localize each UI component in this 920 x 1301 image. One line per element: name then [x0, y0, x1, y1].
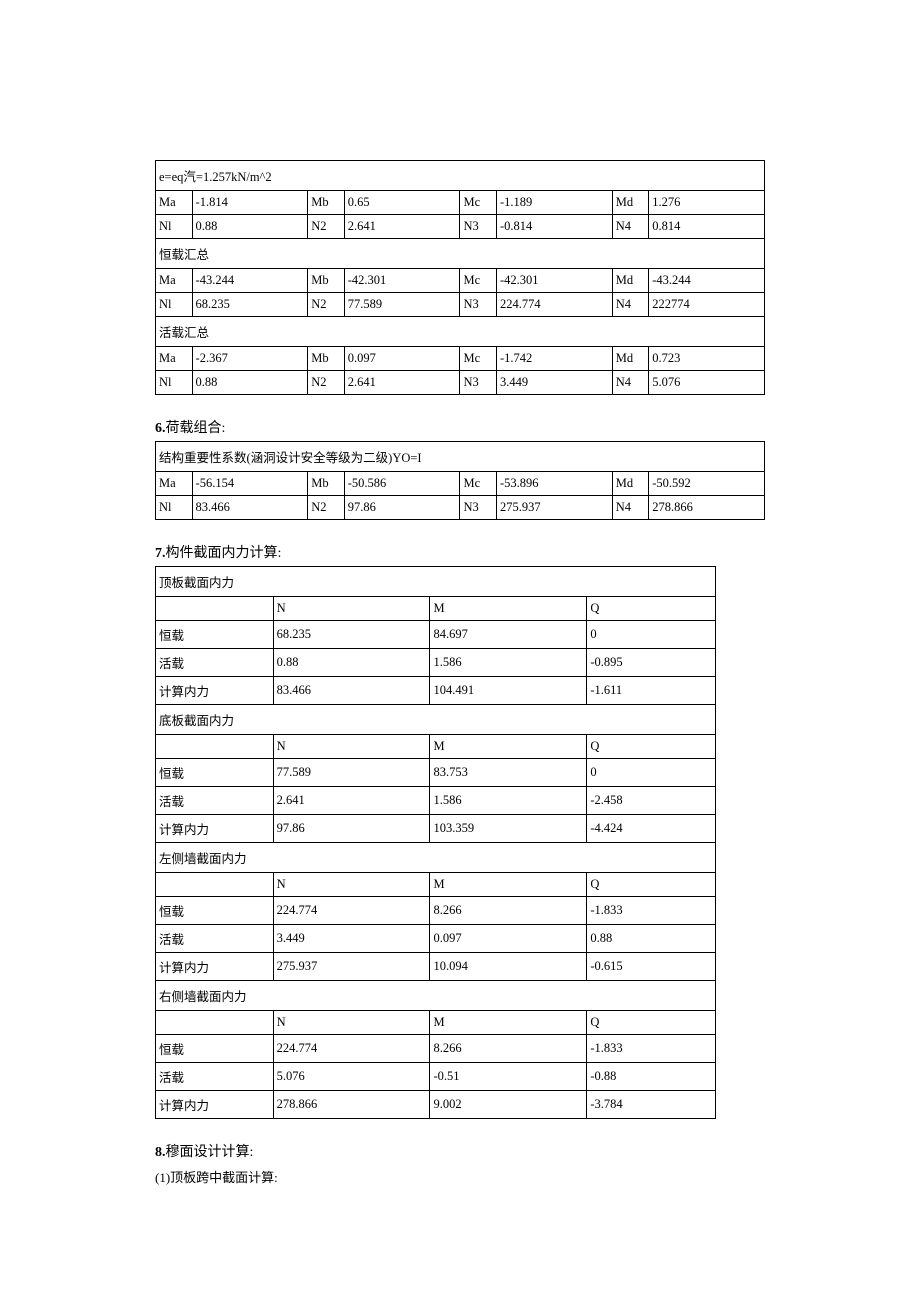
- top-slab-header: 顶板截面内力: [156, 567, 716, 597]
- dead-load-header: 恒载汇总: [156, 239, 765, 269]
- section-6-title: 6.荷载组合:: [155, 417, 765, 437]
- internal-force-table: 顶板截面内力 N MQ 恒载68.235 84.6970 活载0.88 1.58…: [155, 566, 716, 1119]
- table-row: 恒载77.589 83.7530: [156, 759, 716, 787]
- table-row: Ma-56.154 Mb-50.586 Mc-53.896 Md-50.592: [156, 472, 765, 496]
- left-wall-header: 左侧墙截面内力: [156, 843, 716, 873]
- table-row: 恒载224.774 8.266-1.833: [156, 1035, 716, 1063]
- section-8-sub: (1)顶板跨中截面计算:: [155, 1167, 765, 1186]
- table-row: Nl0.88 N22.641 N3-0.814 N40.814: [156, 215, 765, 239]
- table-row: 恒载68.235 84.6970: [156, 621, 716, 649]
- table-row: Ma-1.814 Mb0.65 Mc-1.189 Md1.276: [156, 191, 765, 215]
- table-row: Nl83.466 N297.86 N3275.937 N4278.866: [156, 496, 765, 520]
- table-row: Nl0.88 N22.641 N33.449 N45.076: [156, 371, 765, 395]
- table-row: 计算内力97.86 103.359-4.424: [156, 815, 716, 843]
- table-row: N MQ: [156, 597, 716, 621]
- table-row: 计算内力275.937 10.094-0.615: [156, 953, 716, 981]
- right-wall-header: 右侧墙截面内力: [156, 981, 716, 1011]
- load-combination-table: 结构重要性系数(涵洞设计安全等级为二级)YO=I Ma-56.154 Mb-50…: [155, 441, 765, 520]
- table-row: 活载5.076 -0.51-0.88: [156, 1063, 716, 1091]
- live-load-header: 活载汇总: [156, 317, 765, 347]
- section-7-title: 7.构件截面内力计算:: [155, 542, 765, 562]
- table-row: Ma-43.244 Mb-42.301 Mc-42.301 Md-43.244: [156, 269, 765, 293]
- table-row: 活载3.449 0.0970.88: [156, 925, 716, 953]
- table-row: Nl68.235 N277.589 N3224.774 N4222774: [156, 293, 765, 317]
- table-row: 恒载224.774 8.266-1.833: [156, 897, 716, 925]
- eq-header: e=eq汽=1.257kN/m^2: [156, 161, 765, 191]
- load-summary-table: e=eq汽=1.257kN/m^2 Ma-1.814 Mb0.65 Mc-1.1…: [155, 160, 765, 395]
- bottom-slab-header: 底板截面内力: [156, 705, 716, 735]
- table-row: 活载0.88 1.586-0.895: [156, 649, 716, 677]
- table-row: N MQ: [156, 873, 716, 897]
- table-row: N MQ: [156, 1011, 716, 1035]
- table-row: 计算内力278.866 9.002-3.784: [156, 1091, 716, 1119]
- table-row: 活载2.641 1.586-2.458: [156, 787, 716, 815]
- table-row: Ma-2.367 Mb0.097 Mc-1.742 Md0.723: [156, 347, 765, 371]
- importance-factor-header: 结构重要性系数(涵洞设计安全等级为二级)YO=I: [156, 442, 765, 472]
- section-8-title: 8.穆面设计计算:: [155, 1141, 765, 1161]
- table-row: N MQ: [156, 735, 716, 759]
- table-row: 计算内力83.466 104.491-1.611: [156, 677, 716, 705]
